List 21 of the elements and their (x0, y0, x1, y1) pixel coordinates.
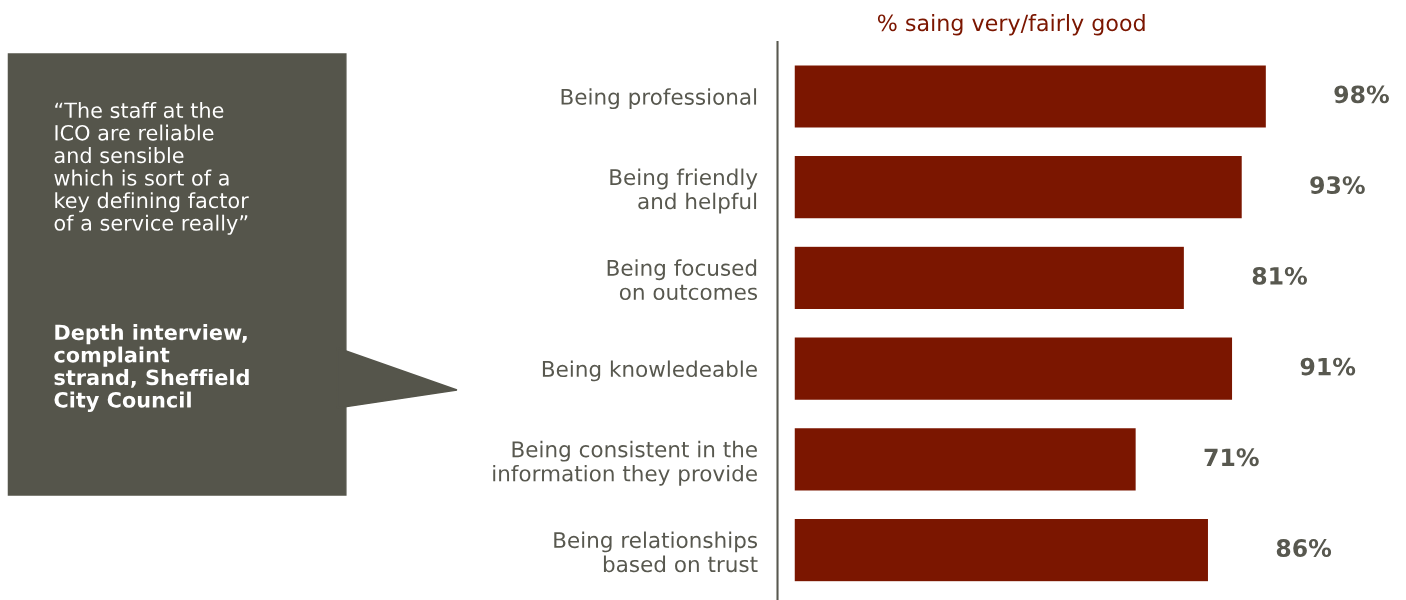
y-tick-label: Being knowledeable (542, 360, 757, 382)
y-tick-label: Being professional (561, 88, 757, 110)
data-label: 98% (1334, 85, 1389, 104)
bar (793, 336, 1234, 402)
bar (793, 517, 1210, 583)
data-label: 71% (1204, 448, 1259, 467)
bar (793, 63, 1268, 129)
y-tick-label: Being consistent in the information they provide (493, 440, 757, 486)
bar (793, 245, 1186, 311)
bar (793, 154, 1244, 220)
text: Depth interview, complaint strand, Sheffield City Council (54, 324, 249, 412)
data-label: 91% (1300, 357, 1356, 376)
text: “The staff at the ICO are reliable and sensible which is sort of a key defining factor of a service really” (54, 102, 249, 235)
y-tick-label: Being friendly and helpful (610, 168, 758, 214)
data-label: 86% (1276, 539, 1332, 557)
chart-title: % saing very/fairly good (877, 14, 1145, 36)
y-tick-label: Being relationships based on trust (554, 531, 758, 573)
data-label: 93% (1310, 176, 1365, 195)
data-label: 81% (1252, 266, 1307, 285)
y-tick-label: Being focused on outcomes (607, 259, 758, 301)
bar (793, 426, 1138, 492)
